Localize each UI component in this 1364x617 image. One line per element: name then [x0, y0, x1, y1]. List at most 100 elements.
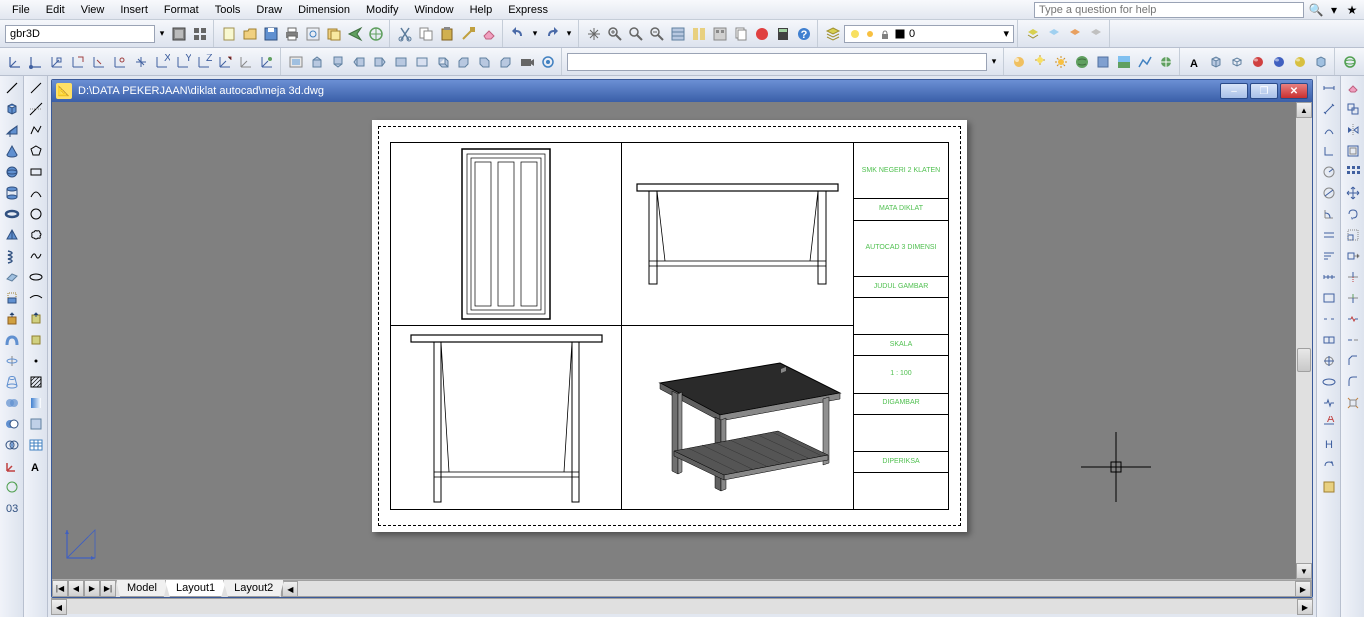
layer-grid-icon[interactable]	[190, 24, 210, 44]
stretch-icon[interactable]	[1343, 246, 1363, 266]
tab-prev-icon[interactable]: ◀	[68, 580, 84, 597]
render-env-icon[interactable]	[1114, 52, 1134, 72]
window-titlebar[interactable]: 📐 D:\DATA PEKERJAAN\diklat autocad\meja …	[52, 80, 1312, 102]
cylinder-icon[interactable]	[2, 183, 22, 203]
layer-prev-icon[interactable]	[1044, 24, 1064, 44]
vscroll-thumb[interactable]	[1297, 348, 1311, 372]
pyramid2-icon[interactable]	[2, 225, 22, 245]
view-se-icon[interactable]	[454, 52, 474, 72]
offset-icon[interactable]	[1343, 141, 1363, 161]
subtract-icon[interactable]	[2, 414, 22, 434]
view-nw-icon[interactable]	[496, 52, 516, 72]
explode-icon[interactable]	[1343, 393, 1363, 413]
dim-radius-icon[interactable]	[1319, 162, 1339, 182]
fillet-icon[interactable]	[1343, 372, 1363, 392]
outer-scroll-left-icon[interactable]: ◀	[51, 599, 67, 615]
dim-baseline-icon[interactable]	[1319, 246, 1339, 266]
menu-dimension[interactable]: Dimension	[290, 2, 358, 18]
tab-model[interactable]: Model	[116, 580, 168, 597]
send-icon[interactable]	[345, 24, 365, 44]
view-left-icon[interactable]	[349, 52, 369, 72]
paste-icon[interactable]	[437, 24, 457, 44]
planar-surf-icon[interactable]	[2, 267, 22, 287]
view-front-icon[interactable]	[391, 52, 411, 72]
named-views-icon[interactable]	[286, 52, 306, 72]
drawing-canvas[interactable]: SMK NEGERI 2 KLATENMATA DIKLATAUTOCAD 3 …	[52, 102, 1296, 579]
dim-angular-icon[interactable]	[1319, 204, 1339, 224]
dim-style-icon[interactable]	[1319, 477, 1339, 497]
dim-edit-icon[interactable]: A	[1319, 414, 1339, 434]
dim-tedit-icon[interactable]: H	[1319, 435, 1339, 455]
dim-diameter-icon[interactable]	[1319, 183, 1339, 203]
designcenter-icon[interactable]	[689, 24, 709, 44]
loft-icon[interactable]	[2, 372, 22, 392]
maximize-button[interactable]: ❐	[1250, 83, 1278, 99]
jogged-icon[interactable]	[1319, 393, 1339, 413]
new-icon[interactable]	[219, 24, 239, 44]
line-icon[interactable]	[2, 78, 22, 98]
hatch-icon[interactable]	[26, 372, 46, 392]
center-mark-icon[interactable]	[1319, 351, 1339, 371]
ellipse-arc-icon[interactable]	[26, 288, 46, 308]
layer-dropdown-icon[interactable]: ▾	[156, 28, 168, 39]
view-top-icon[interactable]	[307, 52, 327, 72]
ucs-icon-8[interactable]: X	[152, 52, 172, 72]
horizontal-scrollbar[interactable]: ◀ ▶	[281, 580, 1312, 597]
ucs-icon-7[interactable]	[131, 52, 151, 72]
eraser-icon[interactable]	[479, 24, 499, 44]
publishing-icon[interactable]	[324, 24, 344, 44]
intersect-icon[interactable]	[2, 435, 22, 455]
extrude-icon[interactable]	[2, 288, 22, 308]
ucs-icon-6[interactable]	[110, 52, 130, 72]
wedge-icon[interactable]	[2, 120, 22, 140]
layer-dropdown[interactable]: 0 ▾	[844, 25, 1014, 43]
revcloud-icon[interactable]	[26, 225, 46, 245]
ucs-icon-2[interactable]	[26, 52, 46, 72]
dim-quick-icon[interactable]	[1319, 225, 1339, 245]
tab-layout2[interactable]: Layout2	[223, 580, 284, 597]
camera-icon[interactable]	[517, 52, 537, 72]
break-icon[interactable]	[1343, 309, 1363, 329]
view-bottom-icon[interactable]	[328, 52, 348, 72]
pyramid-icon[interactable]	[1311, 52, 1331, 72]
minimize-button[interactable]: –	[1220, 83, 1248, 99]
line2-icon[interactable]	[26, 78, 46, 98]
plot-preview-icon[interactable]	[303, 24, 323, 44]
view-back-icon[interactable]	[412, 52, 432, 72]
zoom-realtime-icon[interactable]	[605, 24, 625, 44]
mirror-icon[interactable]	[1343, 120, 1363, 140]
rotate-icon[interactable]	[1343, 204, 1363, 224]
copy2-icon[interactable]	[1343, 99, 1363, 119]
view-right-icon[interactable]	[370, 52, 390, 72]
help-icon[interactable]: ?	[794, 24, 814, 44]
materials-icon[interactable]	[1072, 52, 1092, 72]
tab-next-icon[interactable]: ▶	[84, 580, 100, 597]
menu-file[interactable]: File	[4, 2, 38, 18]
ucs-icon-1[interactable]	[5, 52, 25, 72]
zoom-window-icon[interactable]	[647, 24, 667, 44]
pan-icon[interactable]	[584, 24, 604, 44]
circle-icon[interactable]	[26, 204, 46, 224]
menu-draw[interactable]: Draw	[248, 2, 290, 18]
3dmove-icon[interactable]	[2, 456, 22, 476]
xline-icon[interactable]	[26, 99, 46, 119]
scroll-up-icon[interactable]: ▲	[1296, 102, 1312, 118]
array-icon[interactable]	[1343, 162, 1363, 182]
layer-props-icon[interactable]	[169, 24, 189, 44]
tab-layout1[interactable]: Layout1	[165, 580, 226, 597]
calculator-icon[interactable]	[773, 24, 793, 44]
sun-icon[interactable]	[1051, 52, 1071, 72]
sweep-icon[interactable]	[2, 330, 22, 350]
menu-edit[interactable]: Edit	[38, 2, 73, 18]
search-icon[interactable]: 🔍	[1308, 2, 1324, 18]
sheetset-icon[interactable]	[731, 24, 751, 44]
vertical-scrollbar[interactable]: ▲ ▼	[1296, 102, 1312, 579]
view-ne-icon[interactable]	[475, 52, 495, 72]
redo-icon[interactable]	[542, 24, 562, 44]
helix-icon[interactable]	[2, 246, 22, 266]
layer-name-input[interactable]	[5, 25, 155, 43]
save-icon[interactable]	[261, 24, 281, 44]
pline-icon[interactable]	[26, 120, 46, 140]
layer-states-icon[interactable]	[1023, 24, 1043, 44]
color-dropdown-icon[interactable]: ▾	[988, 56, 1000, 67]
